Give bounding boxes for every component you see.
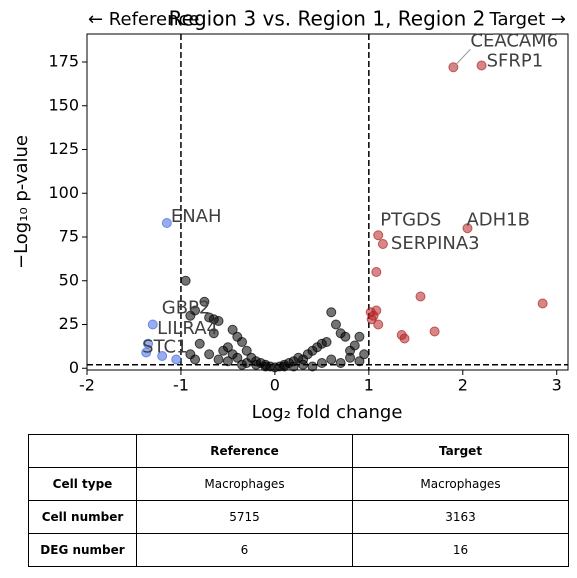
y-tick-label: 50 (59, 270, 79, 289)
data-point (330, 319, 341, 330)
cell: 5715 (136, 500, 353, 534)
x-axis-label: Log₂ fold change (252, 402, 403, 423)
data-point (354, 331, 365, 342)
data-point (141, 347, 152, 358)
data-point (537, 298, 548, 309)
data-point (237, 359, 248, 370)
row-header: DEG number (28, 533, 137, 567)
y-tick-label: 25 (59, 314, 79, 333)
data-point (298, 359, 309, 370)
data-point (171, 354, 182, 365)
data-point (251, 359, 262, 370)
cell: Macrophages (136, 467, 353, 501)
x-tick-label: 1 (364, 376, 374, 395)
data-point (241, 345, 252, 356)
data-point (476, 60, 487, 71)
data-point (399, 333, 410, 344)
data-point (462, 223, 473, 234)
data-point (415, 291, 426, 302)
data-point (340, 331, 351, 342)
point-label: LILRA4 (157, 318, 218, 339)
data-point (194, 338, 205, 349)
data-point (227, 324, 238, 335)
data-point (222, 356, 233, 367)
chart-title: Region 3 vs. Region 1, Region 2 (169, 7, 486, 31)
data-point (288, 361, 299, 372)
point-label: SFRP1 (487, 51, 544, 72)
x-tick-label: 2 (458, 376, 468, 395)
data-point (260, 361, 271, 372)
data-point (326, 354, 337, 365)
data-point (147, 319, 158, 330)
point-label: PTGDS (380, 209, 441, 230)
x-tick-label: -1 (173, 376, 189, 395)
header-cell: Target (352, 434, 569, 468)
data-point (307, 361, 318, 372)
cell: 16 (352, 533, 569, 567)
data-point (345, 352, 356, 363)
cell: Macrophages (352, 467, 569, 501)
data-point (326, 307, 337, 318)
data-point (349, 340, 360, 351)
y-tick-label: 100 (48, 183, 79, 202)
data-point (373, 230, 384, 241)
cell: 6 (136, 533, 353, 567)
data-point (279, 361, 290, 372)
data-point (316, 358, 327, 368)
data-point (321, 337, 332, 347)
point-label: ENAH (171, 206, 222, 227)
header-cell: Reference (136, 434, 353, 468)
point-label: ADH1B (466, 209, 530, 230)
point-label: STC1 (142, 337, 187, 358)
data-point (371, 267, 382, 277)
data-point (354, 356, 365, 367)
y-tick-label: 125 (48, 139, 79, 158)
data-point (213, 354, 224, 365)
data-point (208, 328, 219, 339)
empty-cell (28, 434, 137, 468)
data-point (213, 316, 224, 326)
data-point (237, 337, 248, 347)
data-point (429, 326, 440, 337)
right-header: Target → (489, 9, 567, 30)
left-header: ← Reference (88, 9, 199, 30)
x-tick-label: 3 (552, 376, 562, 395)
data-point (227, 349, 238, 360)
data-point (366, 314, 377, 325)
data-point (161, 218, 172, 228)
data-point (190, 354, 201, 365)
data-point (190, 305, 201, 316)
data-point (157, 351, 168, 361)
y-tick-label: 175 (48, 52, 79, 71)
point-label: GBP2 (162, 298, 211, 319)
info-table: Reference Target Cell type Macrophages Mac… (28, 434, 569, 567)
chart: Region 3 vs. Region 1, Region 2 ← Refere… (11, 7, 569, 423)
row-header: Cell type (28, 467, 137, 501)
y-axis-label: −Log₁₀ p-value (11, 135, 32, 269)
point-label: SERPINA3 (391, 233, 480, 254)
y-tick-label: 150 (48, 95, 79, 114)
y-tick-label: 0 (69, 358, 79, 377)
data-point (218, 345, 229, 356)
x-tick-label: -2 (79, 376, 95, 395)
cell: 3163 (352, 500, 569, 534)
plot-frame (86, 33, 569, 371)
point-label: CEACAM6 (470, 30, 558, 51)
data-point (204, 349, 215, 360)
data-point (335, 358, 346, 368)
data-point (359, 349, 370, 360)
leader-line (453, 48, 471, 68)
x-tick-label: 0 (270, 376, 280, 395)
row-header: Cell number (28, 500, 137, 534)
y-tick-label: 75 (59, 227, 79, 246)
data-point (373, 319, 384, 330)
data-point (180, 275, 191, 286)
data-point (377, 239, 388, 249)
data-point (199, 296, 210, 307)
